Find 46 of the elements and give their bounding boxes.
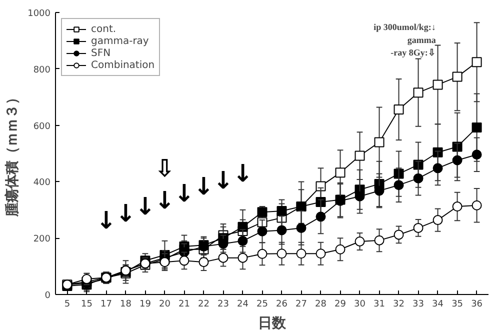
x-tick-label: 21 — [178, 300, 190, 310]
x-tick-label: 33 — [412, 300, 424, 310]
y-tick-label: 600 — [33, 122, 51, 132]
x-tick-label: 25 — [256, 300, 268, 310]
y-tick-label: 400 — [33, 178, 51, 188]
y-tick-label: 800 — [33, 65, 51, 76]
x-tick-label: 36 — [471, 300, 483, 310]
x-tick-label: 28 — [315, 300, 327, 310]
annotation: ↓ — [174, 180, 194, 208]
x-tick-label: 29 — [334, 300, 346, 310]
y-tick-label: 200 — [33, 234, 51, 245]
x-tick-label: 34 — [432, 300, 444, 310]
annotation: ↓ — [116, 200, 136, 228]
annotation: gamma — [407, 34, 436, 45]
legend-label: cont. — [91, 23, 116, 35]
x-tick-label: 20 — [159, 300, 171, 310]
annotation: ↓ — [194, 172, 214, 200]
x-tick-label: 15 — [80, 300, 92, 310]
annotation: ip 300umol/kg:↓ — [374, 22, 436, 32]
x-tick-label: 5 — [64, 300, 70, 310]
y-axis-title: 腫瘍体積（ｍｍ３） — [4, 90, 20, 218]
x-axis-title: 日数 — [258, 314, 287, 330]
annotation: -ray 8Gy:⇩ — [390, 48, 436, 58]
x-tick-label: 30 — [354, 300, 366, 310]
annotation: ↓ — [96, 206, 116, 234]
x-tick-label: 31 — [374, 300, 385, 310]
annotation: ⇩ — [154, 154, 175, 182]
x-tick-label: 17 — [100, 300, 112, 310]
y-tick-label: 0 — [44, 291, 51, 301]
annotation: ↓ — [213, 166, 234, 194]
annotation: ↓ — [232, 160, 253, 188]
x-tick-label: 19 — [139, 300, 152, 310]
x-tick-label: 32 — [393, 300, 405, 310]
annotation: ↓ — [135, 192, 156, 220]
x-tick-label: 23 — [218, 300, 229, 310]
x-tick-label: 35 — [452, 300, 464, 310]
legend-label: gamma-ray — [91, 35, 149, 47]
x-tick-label: 18 — [120, 300, 132, 310]
x-tick-label: 27 — [296, 300, 307, 310]
x-tick-label: 22 — [198, 300, 210, 310]
legend-label: SFN — [91, 47, 111, 59]
annotation: ↓ — [154, 186, 175, 214]
x-tick-label: 24 — [237, 300, 249, 310]
legend-label: Combination — [91, 59, 155, 71]
y-tick-label: 1000 — [28, 9, 51, 19]
x-tick-label: 26 — [276, 300, 288, 310]
